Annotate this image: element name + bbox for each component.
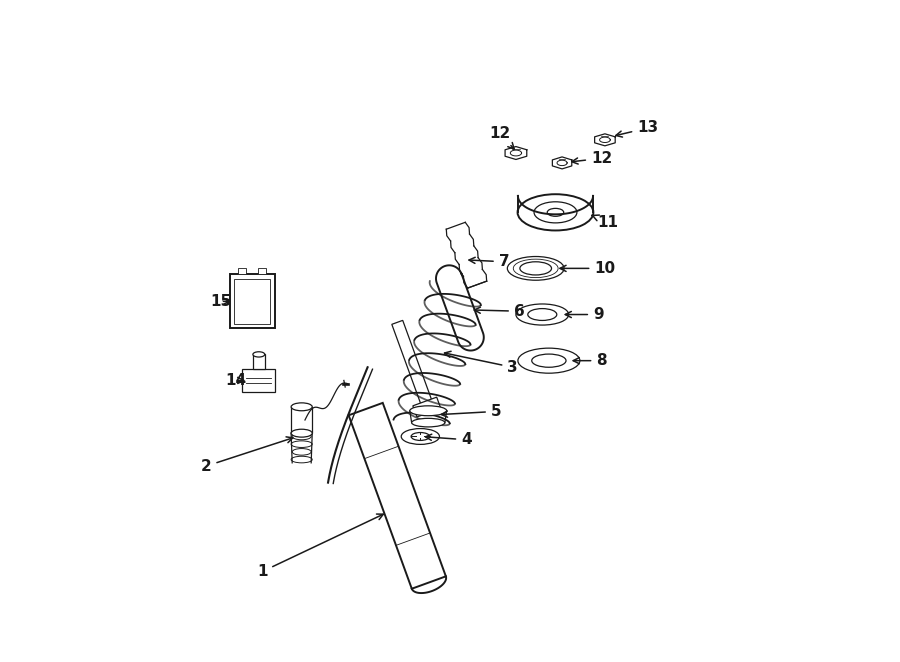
Ellipse shape bbox=[527, 308, 557, 320]
Bar bbox=[238, 267, 247, 274]
Text: 8: 8 bbox=[573, 353, 607, 368]
Ellipse shape bbox=[253, 352, 265, 357]
Text: 5: 5 bbox=[441, 404, 501, 419]
Ellipse shape bbox=[520, 261, 552, 275]
Text: 9: 9 bbox=[565, 307, 604, 322]
Ellipse shape bbox=[410, 406, 446, 416]
Ellipse shape bbox=[291, 403, 312, 410]
Bar bbox=[258, 267, 266, 274]
Text: 15: 15 bbox=[210, 294, 231, 309]
Bar bbox=[242, 369, 275, 392]
Polygon shape bbox=[413, 397, 441, 417]
Ellipse shape bbox=[411, 432, 429, 440]
Text: 10: 10 bbox=[560, 261, 616, 276]
Ellipse shape bbox=[518, 194, 593, 230]
Text: 12: 12 bbox=[489, 126, 514, 149]
Ellipse shape bbox=[518, 348, 580, 373]
Ellipse shape bbox=[291, 429, 312, 437]
Text: 4: 4 bbox=[426, 432, 472, 448]
Ellipse shape bbox=[401, 428, 439, 444]
Text: 1: 1 bbox=[256, 514, 383, 579]
Bar bbox=[230, 274, 274, 328]
Text: 7: 7 bbox=[469, 254, 509, 269]
Ellipse shape bbox=[547, 209, 563, 216]
Ellipse shape bbox=[534, 202, 577, 223]
Ellipse shape bbox=[411, 418, 445, 427]
Bar bbox=[234, 279, 270, 324]
Text: 14: 14 bbox=[225, 373, 247, 388]
Ellipse shape bbox=[508, 256, 564, 280]
Text: 6: 6 bbox=[474, 304, 525, 318]
Text: 11: 11 bbox=[592, 214, 618, 230]
Text: 2: 2 bbox=[201, 437, 292, 473]
Bar bbox=[253, 354, 265, 369]
Ellipse shape bbox=[532, 354, 566, 367]
Text: 3: 3 bbox=[445, 352, 518, 375]
Text: 13: 13 bbox=[616, 120, 658, 137]
Ellipse shape bbox=[516, 304, 569, 325]
Text: 12: 12 bbox=[572, 151, 612, 166]
